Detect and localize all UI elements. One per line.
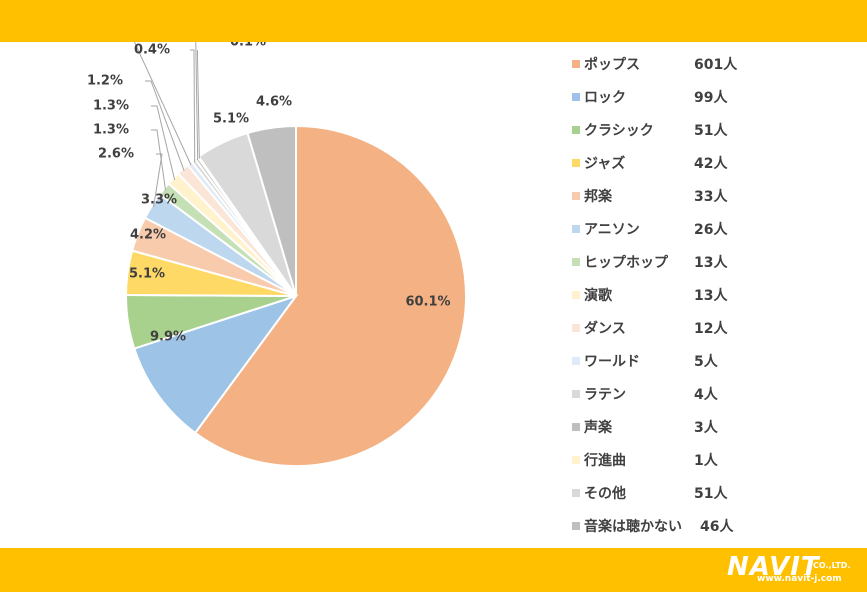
pie-slice-15 bbox=[246, 124, 297, 297]
brand-url: www.navit-j.com bbox=[757, 574, 842, 584]
legend-swatch bbox=[572, 423, 580, 431]
legend-label: 演歌 bbox=[584, 288, 612, 304]
legend-label: 行進曲 bbox=[584, 453, 626, 469]
top-band bbox=[0, 0, 867, 42]
leader-line-13 bbox=[196, 49, 200, 159]
legend-count: 42人 bbox=[694, 156, 728, 172]
legend-item: 邦楽 33人 bbox=[572, 186, 862, 206]
legend-swatch bbox=[572, 192, 580, 200]
leader-line-11 bbox=[190, 49, 196, 162]
data-label-3: 5.1% bbox=[129, 267, 165, 282]
legend-swatch bbox=[572, 456, 580, 464]
legend-label: ラテン bbox=[584, 387, 626, 403]
legend-swatch bbox=[572, 93, 580, 101]
data-label-5: 3.3% bbox=[141, 193, 177, 208]
data-label-13: 0.1% bbox=[230, 42, 266, 50]
legend-item: 声楽 3人 bbox=[572, 417, 862, 437]
legend-label: その他 bbox=[584, 486, 626, 502]
legend-swatch bbox=[572, 60, 580, 68]
legend-count: 99人 bbox=[694, 90, 728, 106]
legend-count: 13人 bbox=[694, 255, 728, 271]
legend-swatch bbox=[572, 126, 580, 134]
data-label-2: 9.9% bbox=[150, 330, 186, 345]
legend-item: ポップス 601人 bbox=[572, 54, 862, 74]
legend-label: 声楽 bbox=[584, 420, 612, 436]
legend-count: 12人 bbox=[694, 321, 728, 337]
legend-swatch bbox=[572, 390, 580, 398]
legend-swatch bbox=[572, 324, 580, 332]
data-label-14: 5.1% bbox=[213, 112, 249, 127]
legend-label: ジャズ bbox=[584, 156, 626, 172]
data-label-11: 0.4% bbox=[134, 43, 170, 58]
legend-item: ワールド 5人 bbox=[572, 351, 862, 371]
data-label-6: 2.6% bbox=[98, 147, 134, 162]
data-label-4: 4.2% bbox=[130, 228, 166, 243]
leader-line-8 bbox=[151, 105, 176, 180]
legend-swatch bbox=[572, 291, 580, 299]
legend-label: ロック bbox=[584, 90, 626, 106]
legend-item: 行進曲 1人 bbox=[572, 450, 862, 470]
legend-label: 邦楽 bbox=[584, 189, 612, 205]
legend-item: ジャズ 42人 bbox=[572, 153, 862, 173]
leader-line-9 bbox=[145, 80, 185, 171]
data-label-9: 1.2% bbox=[87, 74, 123, 89]
legend-swatch bbox=[572, 357, 580, 365]
legend-item: 演歌 13人 bbox=[572, 285, 862, 305]
leader-line-6 bbox=[153, 153, 163, 207]
legend-count: 26人 bbox=[694, 222, 728, 238]
pie-slice-2 bbox=[133, 294, 299, 435]
navit-logo: NAVIT CO.,LTD. www.navit-j.com bbox=[727, 552, 857, 588]
legend-label: ヒップホップ bbox=[584, 255, 668, 271]
legend-item: その他 51人 bbox=[572, 483, 862, 503]
legend-swatch bbox=[572, 489, 580, 497]
legend-count: 1人 bbox=[694, 453, 718, 469]
legend-label: ダンス bbox=[584, 321, 626, 337]
data-label-1: 60.1% bbox=[405, 295, 450, 310]
legend-item: 音楽は聴かない 46人 bbox=[572, 516, 862, 536]
legend-count: 4人 bbox=[694, 387, 718, 403]
legend-count: 46人 bbox=[700, 519, 734, 535]
bottom-band bbox=[0, 548, 867, 592]
legend-label: 音楽は聴かない bbox=[584, 519, 682, 535]
brand-name: NAVIT bbox=[727, 552, 820, 582]
legend-label: ワールド bbox=[584, 354, 640, 370]
legend-swatch bbox=[572, 225, 580, 233]
legend-item: クラシック 51人 bbox=[572, 120, 862, 140]
legend-swatch bbox=[572, 159, 580, 167]
leader-line-12 bbox=[195, 42, 199, 160]
brand-company-suffix: CO.,LTD. bbox=[813, 561, 851, 570]
legend-label: クラシック bbox=[584, 123, 654, 139]
legend-label: アニソン bbox=[584, 222, 640, 238]
legend-item: ヒップホップ 13人 bbox=[572, 252, 862, 272]
leader-line-10 bbox=[133, 42, 192, 166]
data-label-7: 1.3% bbox=[93, 123, 129, 138]
legend-count: 33人 bbox=[694, 189, 728, 205]
legend-count: 601人 bbox=[694, 57, 738, 73]
data-label-15: 4.6% bbox=[256, 95, 292, 110]
legend-count: 5人 bbox=[694, 354, 718, 370]
legend-count: 51人 bbox=[694, 123, 728, 139]
legend-count: 51人 bbox=[694, 486, 728, 502]
legend-count: 13人 bbox=[694, 288, 728, 304]
legend-swatch bbox=[572, 258, 580, 266]
legend-item: ラテン 4人 bbox=[572, 384, 862, 404]
legend-count: 3人 bbox=[694, 420, 718, 436]
legend-swatch bbox=[572, 522, 580, 530]
legend-item: ダンス 12人 bbox=[572, 318, 862, 338]
leader-line-7 bbox=[151, 129, 167, 191]
pie-slice-1 bbox=[193, 124, 467, 467]
legend-item: アニソン 26人 bbox=[572, 219, 862, 239]
legend-label: ポップス bbox=[584, 57, 640, 73]
data-label-8: 1.3% bbox=[93, 99, 129, 114]
pie-chart: 60.1%9.9%5.1%4.2%3.3%2.6%1.3%1.3%1.2%0.5… bbox=[87, 42, 467, 467]
legend-item: ロック 99人 bbox=[572, 87, 862, 107]
